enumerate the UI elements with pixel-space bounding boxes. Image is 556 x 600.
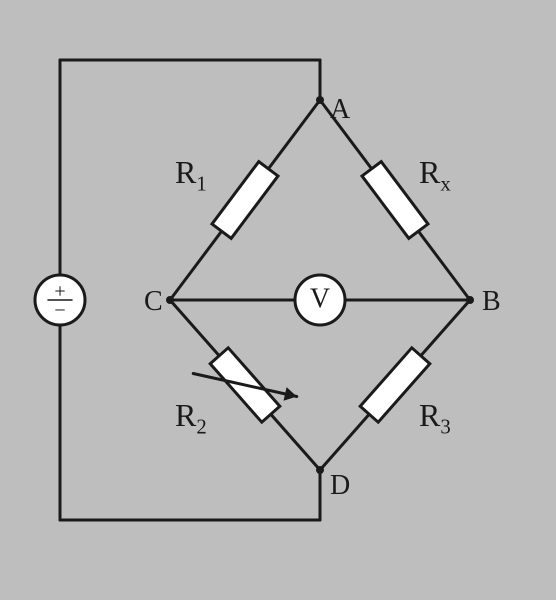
svg-text:−: − bbox=[54, 300, 65, 322]
node-label-d: D bbox=[330, 472, 350, 500]
label-r2: R2 bbox=[175, 399, 207, 438]
node-label-a: A bbox=[330, 96, 350, 124]
wheatstone-bridge-diagram: +−V bbox=[0, 0, 556, 600]
node-label-c: C bbox=[144, 288, 163, 316]
label-r1: R1 bbox=[175, 156, 207, 195]
node-label-b: B bbox=[482, 288, 501, 316]
label-rx: Rx bbox=[419, 156, 451, 195]
svg-text:V: V bbox=[310, 283, 330, 314]
label-r3: R3 bbox=[419, 399, 451, 438]
